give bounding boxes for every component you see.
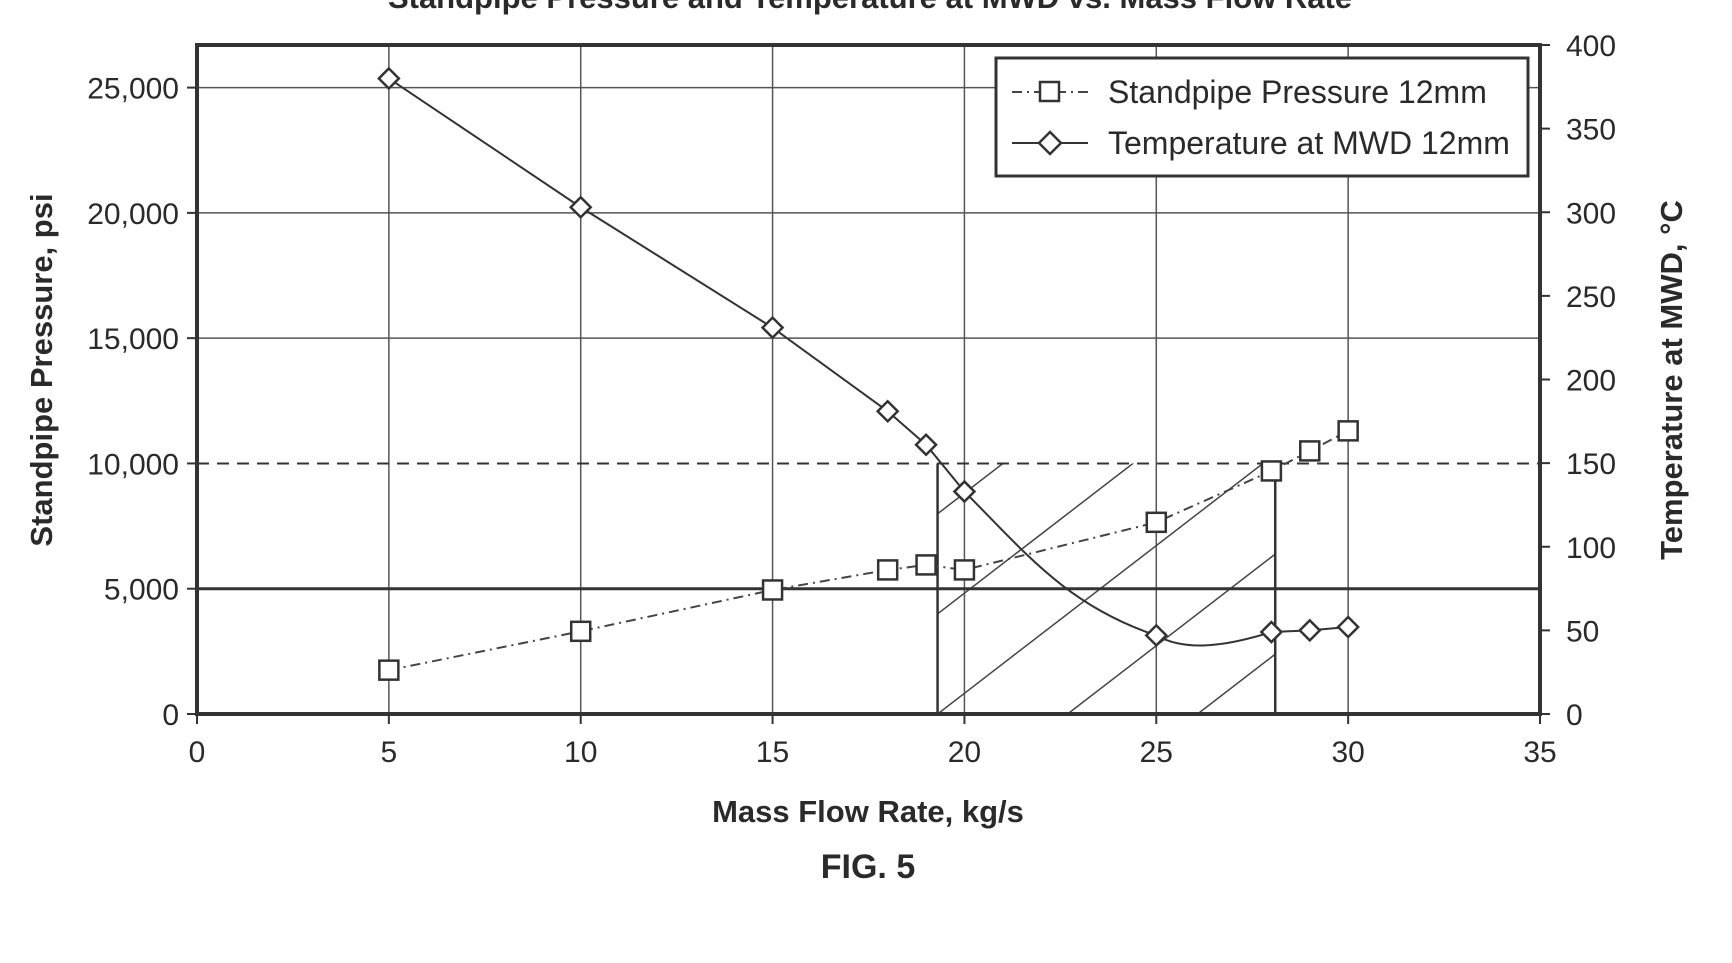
pressure-point bbox=[761, 579, 784, 601]
pressure-point bbox=[1299, 440, 1321, 462]
legend-temperature-marker bbox=[1037, 130, 1063, 156]
hatched-region bbox=[937, 460, 1732, 714]
hatch-line bbox=[937, 463, 1265, 714]
x-tick-label: 0 bbox=[189, 736, 206, 769]
right-tick-label: 200 bbox=[1566, 365, 1616, 398]
temperature-point bbox=[1336, 615, 1360, 639]
x-tick-label: 35 bbox=[1523, 736, 1556, 769]
pressure-point bbox=[378, 659, 400, 681]
temperature-point bbox=[1144, 623, 1169, 648]
x-tick-label: 5 bbox=[381, 736, 398, 769]
pressure-point bbox=[1337, 420, 1359, 442]
x-axis-ticks: 0 5 10 15 20 25 30 35 bbox=[189, 714, 1557, 769]
hatch-line bbox=[1718, 460, 1732, 714]
pressure-point bbox=[569, 620, 592, 643]
legend-pressure-label: Standpipe Pressure 12mm bbox=[1108, 74, 1487, 110]
pressure-point bbox=[1260, 460, 1283, 482]
legend-entry-pressure: Standpipe Pressure 12mm bbox=[1012, 74, 1487, 110]
left-tick-label: 20,000 bbox=[87, 198, 179, 231]
right-tick-label: 100 bbox=[1566, 532, 1616, 565]
right-axis-ticks: 0 50 100 150 200 250 300 350 400 bbox=[1540, 30, 1616, 732]
legend-box bbox=[994, 56, 1530, 178]
chart-title: Standpipe Pressure and Temperature at MW… bbox=[388, 0, 1352, 15]
hatch-line bbox=[1197, 653, 1276, 714]
temperature-point bbox=[1259, 620, 1284, 644]
x-tick-label: 20 bbox=[948, 736, 981, 769]
right-tick-label: 250 bbox=[1566, 281, 1616, 314]
left-tick-label: 10,000 bbox=[87, 448, 179, 481]
left-axis-title: Standpipe Pressure, psi bbox=[24, 193, 59, 546]
right-tick-label: 350 bbox=[1566, 114, 1616, 147]
left-tick-label: 0 bbox=[162, 699, 179, 732]
pressure-point bbox=[1145, 511, 1168, 534]
x-axis-title: Mass Flow Rate, kg/s bbox=[712, 794, 1024, 829]
temperature-point bbox=[377, 66, 401, 91]
hatch-line bbox=[937, 463, 1005, 515]
temperature-point bbox=[914, 432, 938, 457]
pressure-point bbox=[876, 559, 899, 581]
left-tick-label: 15,000 bbox=[87, 323, 179, 356]
hatch-line bbox=[1067, 553, 1276, 714]
temperature-point bbox=[952, 479, 977, 504]
temperature-point bbox=[1298, 618, 1322, 643]
right-tick-label: 300 bbox=[1566, 197, 1616, 230]
right-axis-title: Temperature at MWD, °C bbox=[1654, 200, 1689, 560]
x-tick-label: 10 bbox=[564, 736, 597, 769]
right-tick-label: 150 bbox=[1566, 448, 1616, 481]
series-markers bbox=[377, 66, 1360, 681]
legend-entry-temperature: Temperature at MWD 12mm bbox=[1012, 125, 1510, 161]
series-line-pressure bbox=[388, 429, 1349, 672]
left-tick-label: 25,000 bbox=[87, 73, 179, 106]
figure-caption: FIG. 5 bbox=[821, 848, 915, 886]
right-tick-label: 50 bbox=[1566, 615, 1599, 648]
right-tick-label: 400 bbox=[1566, 30, 1616, 63]
pressure-point bbox=[953, 559, 976, 581]
legend: Standpipe Pressure 12mm Temperature at M… bbox=[994, 56, 1530, 178]
x-tick-label: 15 bbox=[756, 736, 789, 769]
temperature-point bbox=[760, 315, 785, 340]
legend-pressure-marker bbox=[1038, 80, 1061, 103]
pressure-point bbox=[915, 554, 937, 576]
right-tick-label: 0 bbox=[1566, 699, 1583, 732]
left-axis-ticks: 0 5,000 10,000 15,000 20,000 25,000 bbox=[87, 73, 197, 732]
hatch-line bbox=[937, 463, 1135, 615]
left-tick-label: 5,000 bbox=[104, 574, 179, 607]
x-tick-label: 30 bbox=[1331, 736, 1364, 769]
x-tick-label: 25 bbox=[1140, 736, 1173, 769]
temperature-point bbox=[875, 399, 900, 424]
legend-temperature-label: Temperature at MWD 12mm bbox=[1108, 125, 1510, 161]
temperature-point bbox=[568, 195, 593, 220]
